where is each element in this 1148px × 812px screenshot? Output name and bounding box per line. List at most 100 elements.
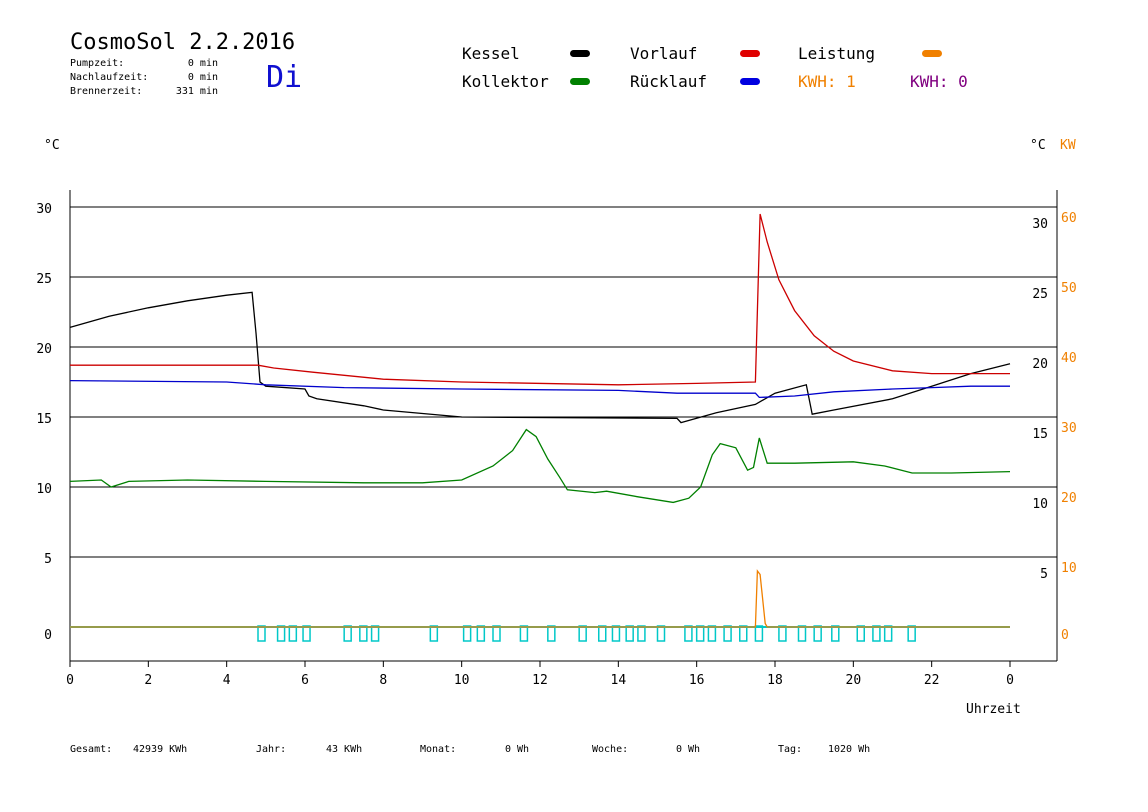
y-tick-left-20: 20 <box>36 342 52 357</box>
series-line-vorlauf <box>70 213 1010 386</box>
legend-vorlauf-label: Vorlauf <box>630 44 698 63</box>
footer-tag-label: Tag: <box>778 744 803 755</box>
pump-marker-24 <box>754 625 764 642</box>
legend-kwh2: KWH: 0 <box>910 72 968 91</box>
y-tick-right-10: 10 <box>1032 497 1048 512</box>
y-tick-right-25: 25 <box>1032 287 1048 302</box>
y-tick-left-5: 5 <box>44 552 52 567</box>
weekday-label: Di <box>266 60 303 95</box>
pump-marker-26 <box>797 625 807 642</box>
pump-marker-25 <box>778 625 787 642</box>
x-tick-1: 2 <box>144 673 152 688</box>
y-tick-left-10: 10 <box>36 482 52 497</box>
pump-marker-15 <box>611 625 621 642</box>
series-line-ruecklauf <box>69 379 1010 399</box>
x-tick-12: 0 <box>1006 673 1014 688</box>
series-line-kessel <box>69 291 1011 424</box>
x-tick-8: 16 <box>689 673 705 688</box>
y-tick-kw-0: 0 <box>1061 628 1069 643</box>
y-tick-right-5: 5 <box>1040 567 1048 582</box>
legend-kollektor-label: Kollektor <box>462 72 549 91</box>
pump-marker-28 <box>831 625 840 642</box>
pump-marker-13 <box>578 625 587 642</box>
pump-marker-3 <box>302 625 311 642</box>
x-tick-9: 18 <box>767 673 783 688</box>
y-tick-right-15: 15 <box>1032 427 1048 442</box>
legend-kwh1: KWH: 1 <box>798 72 856 91</box>
y-tick-kw-50: 50 <box>1061 281 1077 296</box>
footer-woche-label: Woche: <box>592 744 629 755</box>
stat-nachlaufzeit-value: 0 min <box>187 72 218 83</box>
y-tick-right-30: 30 <box>1032 217 1048 232</box>
pump-marker-10 <box>492 625 501 642</box>
pump-marker-32 <box>907 625 916 642</box>
pump-marker-20 <box>695 625 705 642</box>
right-axis-unit: °C <box>1030 138 1046 153</box>
y-tick-right-20: 20 <box>1032 357 1048 372</box>
pump-marker-9 <box>476 625 486 642</box>
x-tick-5: 10 <box>454 673 470 688</box>
pump-marker-29 <box>856 625 865 642</box>
footer-gesamt-label: Gesamt: <box>70 744 113 755</box>
legend-vorlauf-swatch <box>740 50 760 57</box>
pump-marker-6 <box>370 625 380 642</box>
footer-monat-label: Monat: <box>420 744 457 755</box>
y-tick-kw-10: 10 <box>1061 561 1077 576</box>
right-axis-unit-kw: KW <box>1060 138 1076 153</box>
page-title: CosmoSol 2.2.2016 <box>70 30 296 55</box>
legend-kessel-swatch <box>570 50 590 57</box>
stat-brennerzeit-label: Brennerzeit: <box>70 86 143 97</box>
legend-kessel-label: Kessel <box>462 44 520 63</box>
pump-marker-14 <box>598 625 607 642</box>
y-tick-kw-40: 40 <box>1061 351 1077 366</box>
x-tick-2: 4 <box>223 673 231 688</box>
legend-kollektor-swatch <box>570 78 590 85</box>
pump-marker-19 <box>684 625 693 642</box>
x-tick-4: 8 <box>379 673 387 688</box>
x-tick-11: 22 <box>924 673 940 688</box>
x-tick-6: 12 <box>532 673 548 688</box>
footer-jahr-value: 43 KWh <box>326 744 363 755</box>
y-tick-kw-60: 60 <box>1061 211 1077 226</box>
series-line-leistung <box>70 569 1010 628</box>
stat-pumpzeit-label: Pumpzeit: <box>70 58 125 69</box>
pump-marker-4 <box>343 625 352 642</box>
stat-nachlaufzeit-label: Nachlaufzeit: <box>70 72 149 83</box>
y-tick-kw-20: 20 <box>1061 491 1077 506</box>
pump-marker-17 <box>637 625 646 642</box>
pump-marker-16 <box>625 625 634 642</box>
pump-marker-12 <box>547 625 556 642</box>
x-tick-3: 6 <box>301 673 309 688</box>
legend-leistung-label: Leistung <box>798 44 876 63</box>
pump-marker-22 <box>723 625 732 642</box>
left-axis-unit: °C <box>44 138 60 153</box>
pump-marker-0 <box>257 625 266 642</box>
y-tick-left-0: 0 <box>44 628 52 643</box>
pump-marker-2 <box>288 625 298 642</box>
y-tick-left-15: 15 <box>36 412 52 427</box>
y-tick-left-30: 30 <box>36 202 52 217</box>
y-tick-kw-30: 30 <box>1061 421 1077 436</box>
pump-marker-30 <box>872 625 881 642</box>
x-tick-0: 0 <box>66 673 74 688</box>
footer-gesamt-value: 42939 KWh <box>133 744 188 755</box>
x-tick-7: 14 <box>611 673 627 688</box>
series-line-kollektor <box>69 428 1011 504</box>
stat-pumpzeit-value: 0 min <box>187 58 218 69</box>
pump-marker-5 <box>359 625 368 642</box>
legend-leistung-swatch <box>922 50 942 57</box>
footer-woche-value: 0 Wh <box>676 744 701 755</box>
x-axis-label: Uhrzeit <box>966 702 1021 717</box>
legend-ruecklauf-label: Rücklauf <box>630 72 708 91</box>
pump-marker-1 <box>276 625 286 642</box>
pump-marker-8 <box>462 625 472 642</box>
pump-marker-7 <box>429 625 439 642</box>
pump-marker-31 <box>883 625 893 642</box>
pump-marker-18 <box>656 625 666 642</box>
pump-marker-21 <box>707 625 717 642</box>
pump-marker-23 <box>739 625 748 642</box>
y-tick-left-25: 25 <box>36 272 52 287</box>
stat-brennerzeit-value: 331 min <box>175 86 218 97</box>
x-tick-10: 20 <box>846 673 862 688</box>
